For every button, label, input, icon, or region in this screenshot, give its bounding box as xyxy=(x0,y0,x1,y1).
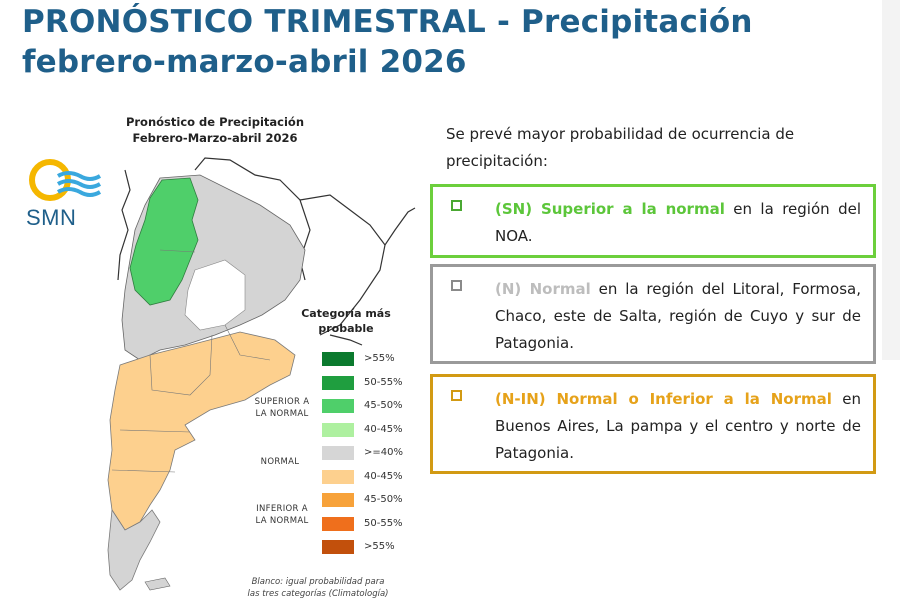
legend-swatch xyxy=(322,493,354,507)
forecast-text-inferior: (N-IN) Normal o Inferior a la Normal en … xyxy=(495,386,861,467)
checkbox-icon xyxy=(451,200,462,211)
island xyxy=(144,577,171,591)
legend-label: 45-50% xyxy=(364,400,403,411)
legend-label: >=40% xyxy=(364,447,403,458)
region-superior-noa xyxy=(129,177,199,306)
forecast-rest-superior: en la región del NOA. xyxy=(495,200,861,245)
legend-label: 45-50% xyxy=(364,494,403,505)
legend-label: 50-55% xyxy=(364,517,403,529)
legend-title: Categoría más probable xyxy=(296,306,396,336)
legend-category-inferior: INFERIOR A LA NORMAL xyxy=(242,503,322,527)
checkbox-icon xyxy=(451,280,462,291)
legend-swatch xyxy=(322,375,354,390)
legend-swatch xyxy=(322,446,354,460)
scrollbar[interactable] xyxy=(882,0,900,360)
legend-note-line-2: las tres categorías (Climatología) xyxy=(247,589,389,599)
title-line-1: PRONÓSTICO TRIMESTRAL - Precipitación xyxy=(22,4,753,40)
forecast-box-normal: (N) Normal en la región del Litoral, For… xyxy=(430,264,876,364)
legend-category-superior-line-1: SUPERIOR A xyxy=(254,397,310,407)
forecast-highlight-normal: (N) Normal xyxy=(495,280,591,298)
forecast-text-normal: (N) Normal en la región del Litoral, For… xyxy=(495,276,861,357)
legend-category-inferior-line-1: INFERIOR A xyxy=(256,504,308,514)
legend-swatch xyxy=(322,540,354,554)
legend-label: 50-55% xyxy=(364,376,403,388)
forecast-rest-normal: en la región del Litoral, Formosa, Chaco… xyxy=(495,280,861,352)
title-line-2: febrero-marzo-abril 2026 xyxy=(22,44,467,80)
legend-swatch xyxy=(322,516,354,531)
checkbox-icon xyxy=(451,390,462,401)
legend-label: >55% xyxy=(364,541,395,552)
legend-label: 40-45% xyxy=(364,423,403,435)
legend-note-line-1: Blanco: igual probabilidad para xyxy=(251,577,385,587)
legend-swatch xyxy=(322,399,354,413)
forecast-intro: Se prevé mayor probabilidad de ocurrenci… xyxy=(446,125,795,170)
map-title: Pronóstico de Precipitación Febrero-Marz… xyxy=(100,114,330,146)
legend-note: Blanco: igual probabilidad para las tres… xyxy=(218,576,418,600)
legend-swatch xyxy=(322,469,354,484)
region-inferior xyxy=(107,331,296,531)
page-title: PRONÓSTICO TRIMESTRAL - Precipitación fe… xyxy=(22,2,753,82)
legend-label: 40-45% xyxy=(364,470,403,482)
legend-label: >55% xyxy=(364,353,395,364)
legend-swatch xyxy=(322,352,354,366)
map-title-line-1: Pronóstico de Precipitación xyxy=(125,115,305,129)
forecast-map xyxy=(107,157,416,591)
forecast-box-inferior: (N-IN) Normal o Inferior a la Normal en … xyxy=(430,374,876,474)
map-title-line-2: Febrero-Marzo-abril 2026 xyxy=(132,131,298,145)
forecast-highlight-superior: (SN) Superior a la normal xyxy=(495,200,725,218)
legend-category-inferior-line-2: LA NORMAL xyxy=(255,516,309,526)
legend-category-normal: NORMAL xyxy=(260,457,300,467)
forecast-text-superior: (SN) Superior a la normal en la región d… xyxy=(495,196,861,250)
smn-logo xyxy=(29,159,102,201)
region-normal-patagonia xyxy=(107,508,161,591)
legend-title-line-2: probable xyxy=(318,322,374,335)
logo-text: SMN xyxy=(26,205,77,230)
forecast-rest-inferior: en Buenos Aires, La pampa y el centro y … xyxy=(495,390,861,462)
legend-title-line-1: Categoría más xyxy=(301,307,391,320)
legend-category-superior-line-2: LA NORMAL xyxy=(255,409,309,419)
province-borders xyxy=(111,249,271,473)
forecast-box-superior: (SN) Superior a la normal en la región d… xyxy=(430,184,876,258)
legend-swatch xyxy=(322,422,354,437)
legend-category-superior: SUPERIOR A LA NORMAL xyxy=(242,396,322,420)
forecast-highlight-inferior: (N-IN) Normal o Inferior a la Normal xyxy=(495,390,832,408)
